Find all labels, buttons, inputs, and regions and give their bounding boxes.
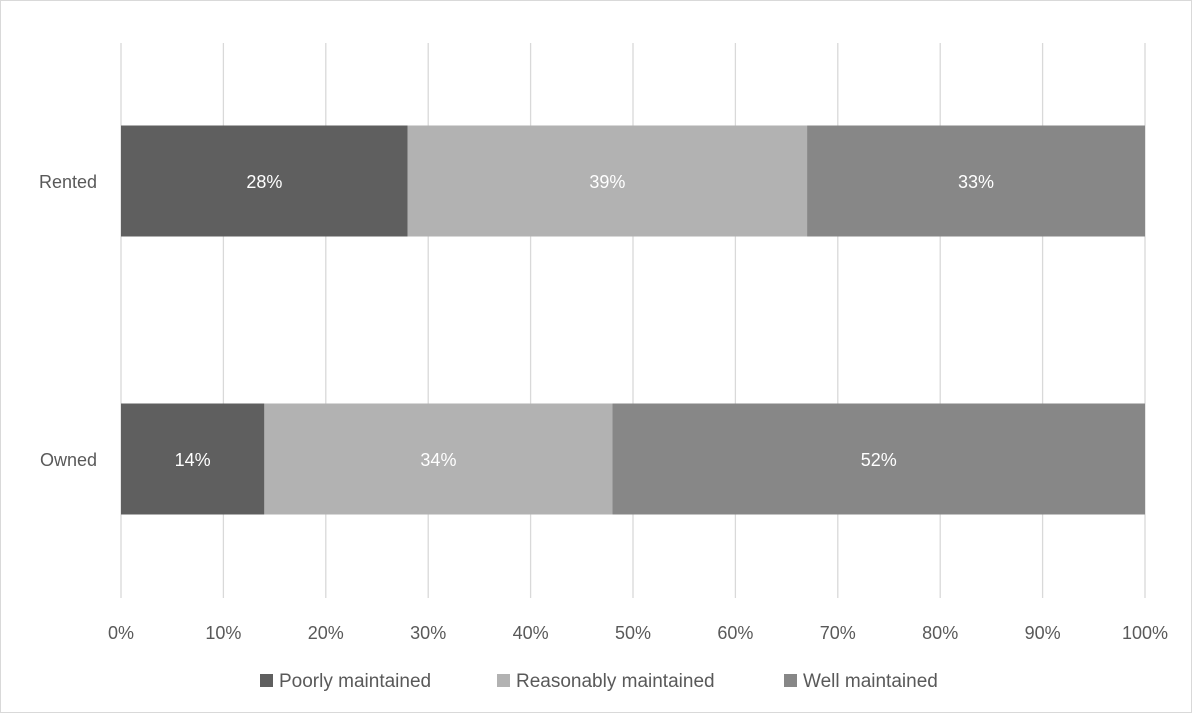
data-label: 33% (958, 172, 994, 192)
data-label: 28% (246, 172, 282, 192)
category-label: Rented (39, 172, 97, 192)
x-tick-label: 10% (205, 623, 241, 643)
x-tick-label: 50% (615, 623, 651, 643)
legend-label: Well maintained (803, 671, 938, 692)
x-tick-label: 40% (513, 623, 549, 643)
data-label: 52% (861, 450, 897, 470)
x-tick-label: 100% (1122, 623, 1168, 643)
bars (121, 125, 1145, 515)
x-tick-label: 20% (308, 623, 344, 643)
legend: Poorly maintained Reasonably maintained We… (260, 671, 938, 692)
bar-segment (407, 125, 808, 237)
legend-label: Reasonably maintained (516, 671, 715, 692)
legend-swatch (784, 674, 797, 687)
legend-swatch (260, 674, 273, 687)
bar-segment (612, 403, 1145, 515)
legend-swatch (497, 674, 510, 687)
x-tick-label: 60% (717, 623, 753, 643)
x-tick-label: 30% (410, 623, 446, 643)
axes: 0% 10% 20% 30% 40% 50% 60% 70% 80% 90% 100% Rented O… (39, 172, 1168, 643)
category-label: Owned (40, 450, 97, 470)
data-label: 39% (589, 172, 625, 192)
x-tick-label: 0% (108, 623, 134, 643)
legend-label: Poorly maintained (279, 671, 431, 692)
bar-segment (807, 125, 1145, 237)
data-label: 14% (175, 450, 211, 470)
data-labels: 28% 39% 33% 14% 34% 52% (175, 172, 994, 470)
x-tick-label: 80% (922, 623, 958, 643)
bar-segment (121, 125, 408, 237)
bar-segment (121, 403, 265, 515)
data-label: 34% (420, 450, 456, 470)
x-tick-label: 70% (820, 623, 856, 643)
x-tick-label: 90% (1025, 623, 1061, 643)
bar-segment (264, 403, 613, 515)
